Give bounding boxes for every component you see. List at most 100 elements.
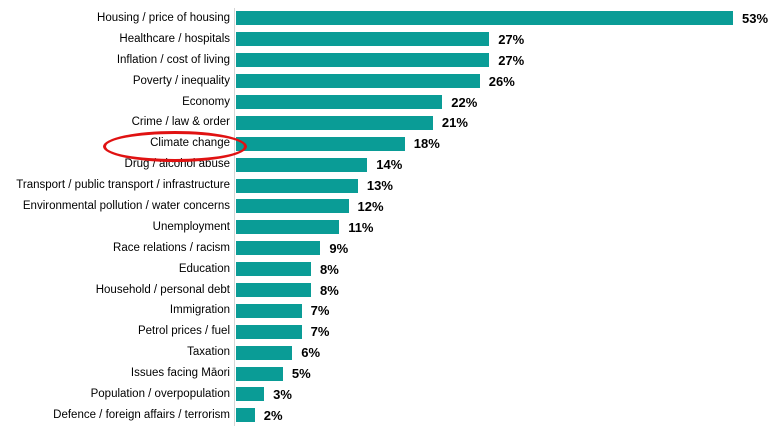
- chart-row: Immigration 7%: [0, 300, 773, 322]
- bar: [236, 262, 311, 277]
- category-label: Immigration: [169, 304, 230, 317]
- bar: [236, 408, 255, 423]
- chart-row: Education 8%: [0, 258, 773, 280]
- bar-area: 7%: [234, 321, 773, 343]
- chart-rows: Housing / price of housing 53% Healthcare …: [0, 8, 773, 426]
- category-label: Petrol prices / fuel: [137, 325, 230, 338]
- bar-area: 7%: [234, 300, 773, 322]
- bar-area: 2%: [234, 404, 773, 426]
- chart-row: Household / personal debt 8%: [0, 279, 773, 301]
- value-label: 13%: [366, 178, 393, 194]
- bar: [236, 32, 490, 47]
- bar: [236, 241, 321, 256]
- category-label: Climate change: [150, 137, 230, 150]
- category-label: Race relations / racism: [113, 241, 230, 254]
- value-label: 53%: [742, 10, 769, 26]
- bar-area: 26%: [234, 70, 773, 92]
- bar-area: 27%: [234, 28, 773, 50]
- category-label: Crime / law & order: [131, 116, 230, 129]
- bar: [236, 303, 302, 318]
- value-label: 26%: [488, 73, 515, 89]
- category-label: Housing / price of housing: [97, 12, 230, 24]
- value-label: 8%: [320, 261, 339, 277]
- value-label: 21%: [441, 115, 468, 131]
- value-label: 9%: [329, 240, 349, 256]
- bar: [236, 199, 349, 214]
- category-label: Drug / alcohol abuse: [124, 158, 230, 171]
- bar-area: 11%: [234, 216, 773, 238]
- value-label: 7%: [310, 324, 330, 340]
- chart-row: Population / overpopulation 3%: [0, 384, 773, 405]
- bar: [236, 366, 283, 381]
- bar-area: 3%: [234, 384, 773, 405]
- bar: [236, 136, 405, 151]
- bar: [236, 324, 302, 339]
- chart-row: Race relations / racism 9%: [0, 237, 773, 259]
- category-label: Economy: [182, 95, 230, 108]
- chart-row: Taxation 6%: [0, 342, 773, 364]
- chart-row: Economy 22%: [0, 91, 773, 113]
- chart-row: Poverty / inequality 26%: [0, 70, 773, 92]
- bar: [236, 11, 733, 26]
- bar-area: 13%: [234, 175, 773, 197]
- chart-row: Climate change 18%: [0, 133, 773, 155]
- bar: [236, 387, 265, 402]
- chart-row: Environmental pollution / water concerns…: [0, 196, 773, 217]
- chart-row: Petrol prices / fuel 7%: [0, 321, 773, 343]
- chart-row: Transport / public transport / infrastru…: [0, 175, 773, 197]
- value-label: 2%: [263, 407, 283, 423]
- category-label: Inflation / cost of living: [116, 53, 230, 66]
- value-label: 6%: [301, 345, 321, 361]
- value-label: 18%: [413, 136, 440, 152]
- bar-area: 5%: [234, 363, 773, 385]
- bar: [236, 74, 480, 89]
- bar: [236, 345, 293, 360]
- value-label: 3%: [273, 386, 292, 402]
- bar-area: 22%: [234, 91, 773, 113]
- bar-area: 14%: [234, 154, 773, 176]
- category-label: Household / personal debt: [95, 283, 230, 296]
- category-label: Taxation: [187, 346, 230, 359]
- chart-row: Housing / price of housing 53%: [0, 8, 773, 29]
- chart-row: Inflation / cost of living 27%: [0, 49, 773, 71]
- category-label: Transport / public transport / infrastru…: [16, 179, 230, 192]
- category-label: Issues facing Māori: [130, 367, 230, 380]
- value-label: 12%: [357, 198, 384, 214]
- value-label: 8%: [320, 282, 339, 298]
- bar: [236, 220, 340, 235]
- bar-area: 53%: [234, 8, 773, 29]
- chart-row: Drug / alcohol abuse 14%: [0, 154, 773, 176]
- bar-area: 9%: [234, 237, 773, 259]
- value-label: 5%: [291, 366, 311, 382]
- bar-area: 12%: [234, 196, 773, 217]
- bar-area: 27%: [234, 49, 773, 71]
- value-label: 27%: [498, 31, 525, 47]
- value-label: 7%: [310, 303, 330, 319]
- bar-area: 21%: [234, 112, 773, 134]
- value-label: 11%: [348, 219, 374, 235]
- bar: [236, 115, 433, 130]
- value-label: 27%: [498, 52, 525, 68]
- value-label: 22%: [451, 94, 478, 110]
- value-label: 14%: [376, 157, 403, 173]
- bar-area: 8%: [234, 279, 773, 301]
- bar: [236, 95, 443, 109]
- chart-row: Crime / law & order 21%: [0, 112, 773, 134]
- bar: [236, 53, 490, 68]
- category-label: Environmental pollution / water concerns: [22, 200, 230, 213]
- category-label: Population / overpopulation: [90, 388, 230, 401]
- category-label: Poverty / inequality: [132, 74, 230, 87]
- category-label: Education: [178, 262, 230, 275]
- chart-row: Unemployment 11%: [0, 216, 773, 238]
- bar-area: 18%: [234, 133, 773, 155]
- chart-row: Healthcare / hospitals 27%: [0, 28, 773, 50]
- bar: [236, 283, 311, 298]
- category-label: Healthcare / hospitals: [119, 32, 230, 45]
- chart-row: Issues facing Māori 5%: [0, 363, 773, 385]
- chart-row: Defence / foreign affairs / terrorism 2%: [0, 404, 773, 426]
- bar-area: 6%: [234, 342, 773, 364]
- bar: [236, 157, 368, 172]
- category-label: Unemployment: [152, 220, 230, 233]
- bar: [236, 178, 358, 193]
